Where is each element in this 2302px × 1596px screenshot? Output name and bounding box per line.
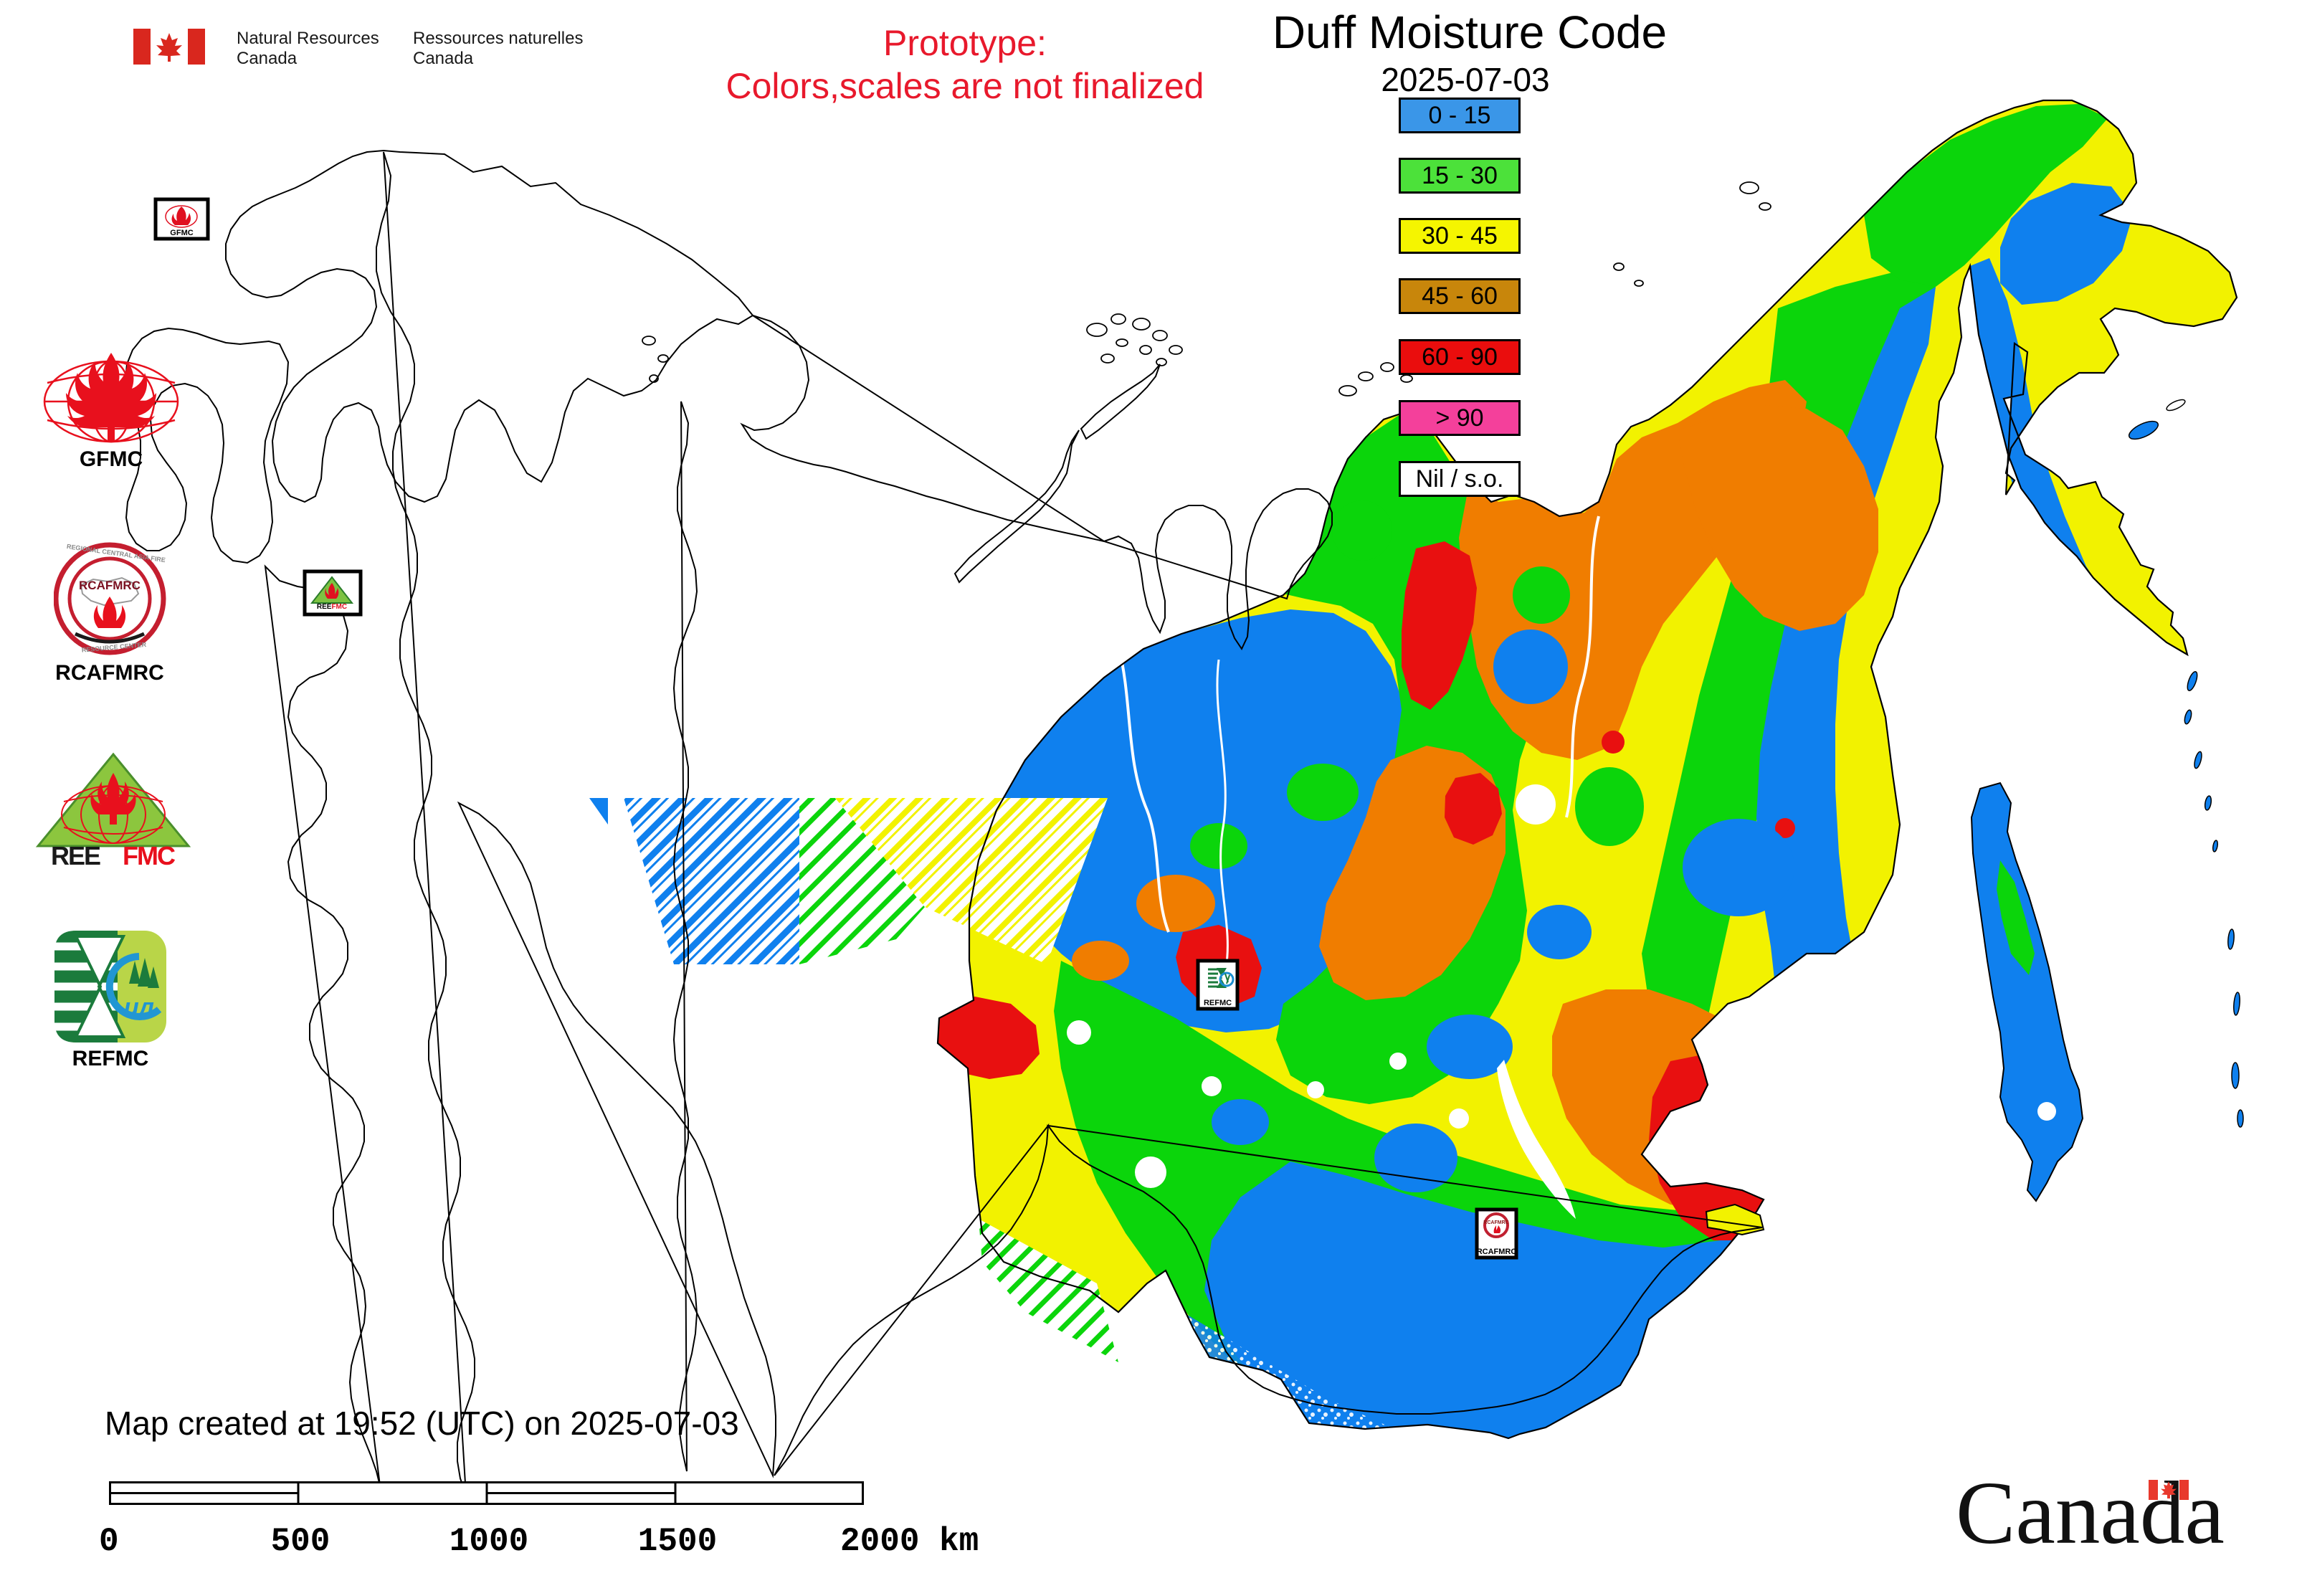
svg-text:GFMC: GFMC [80, 447, 143, 471]
svg-text:REFMC: REFMC [1204, 999, 1232, 1007]
svg-text:REE: REE [51, 841, 100, 870]
svg-text:GFMC: GFMC [170, 229, 193, 237]
svg-text:ил: ил [124, 994, 154, 1021]
svg-text:REEFMC: REEFMC [317, 603, 347, 611]
svg-text:REFMC: REFMC [72, 1047, 149, 1070]
svg-text:FMC: FMC [123, 841, 176, 870]
svg-text:RCAFMRC: RCAFMRC [79, 579, 141, 592]
svg-text:RCAFMRC: RCAFMRC [55, 661, 164, 685]
svg-text:RCAFMRC: RCAFMRC [1477, 1248, 1517, 1256]
svg-text:RCAFMRC: RCAFMRC [1483, 1220, 1508, 1225]
